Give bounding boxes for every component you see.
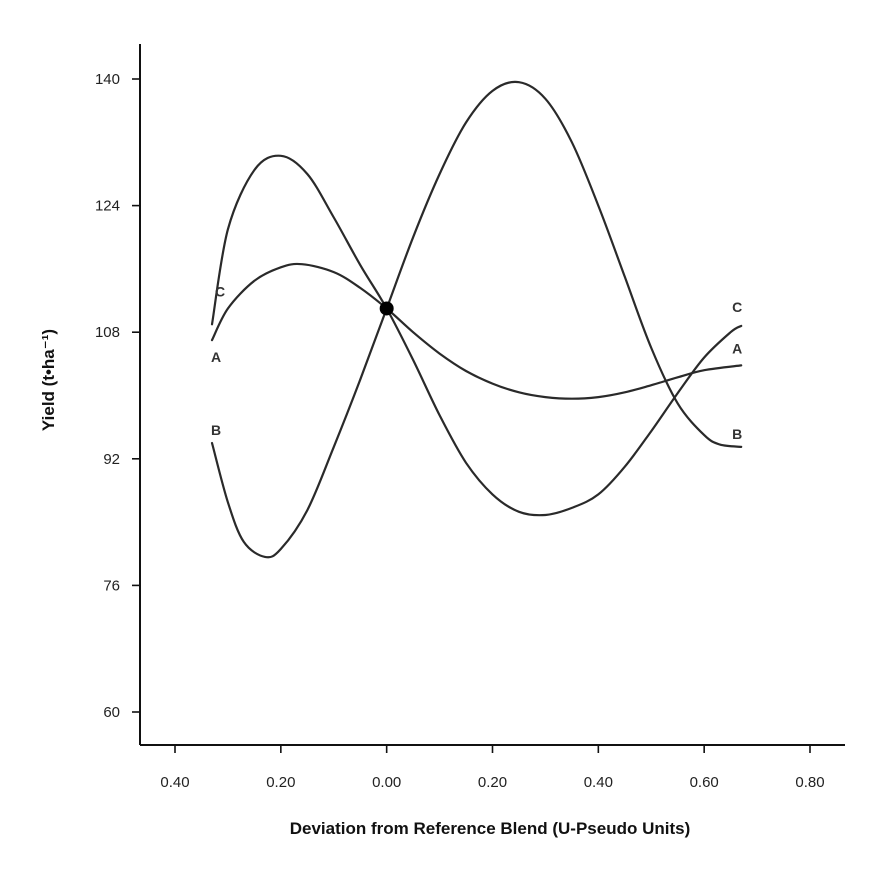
y-tick-label: 140	[95, 71, 120, 88]
series-start-label-a: A	[211, 349, 221, 365]
x-tick-label: 0.20	[266, 774, 295, 791]
y-tick-label: 76	[103, 577, 120, 594]
series-line-c	[210, 154, 743, 517]
series-start-label-c: C	[215, 283, 225, 299]
series-lines	[210, 80, 743, 559]
y-tick-label: 60	[103, 704, 120, 721]
x-tick-label: 0.40	[160, 774, 189, 791]
x-axis-title: Deviation from Reference Blend (U-Pseudo…	[290, 819, 691, 838]
series-end-label-c: C	[732, 299, 742, 315]
series-line-b	[210, 80, 743, 559]
reference-point-marker	[379, 301, 394, 316]
series-start-label-b: B	[211, 422, 221, 438]
reference-point-group	[379, 301, 394, 316]
series-end-label-a: A	[732, 340, 742, 356]
x-tick-label: 0.60	[690, 774, 719, 791]
series-line-a	[210, 262, 743, 400]
series-end-label-b: B	[732, 426, 742, 442]
y-axis-title: Yield (t•ha⁻¹)	[39, 329, 58, 431]
x-axis: 0.40 0.20 0.00 0.20 0.40 0.60 0.80	[140, 744, 845, 791]
y-tick-label: 92	[103, 451, 120, 468]
x-tick-label: 0.00	[372, 774, 401, 791]
y-axis: 60 76 92 108 124 140	[95, 44, 141, 745]
x-tick-label: 0.20	[478, 774, 507, 791]
y-tick-label: 108	[95, 324, 120, 341]
x-tick-label: 0.40	[584, 774, 613, 791]
series-labels: A A B B C C	[211, 283, 742, 442]
x-tick-label: 0.80	[795, 774, 824, 791]
y-tick-label: 124	[95, 198, 120, 215]
